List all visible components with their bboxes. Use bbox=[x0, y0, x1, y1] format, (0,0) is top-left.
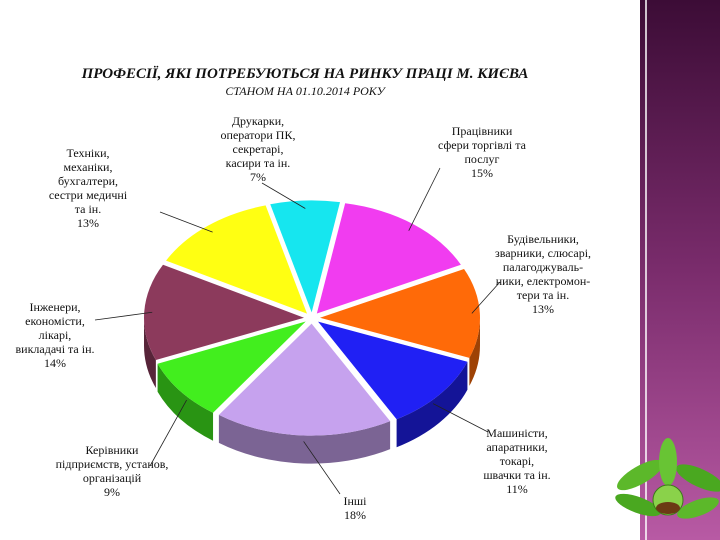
leader-line bbox=[471, 281, 501, 314]
category-label: Інші bbox=[343, 494, 367, 508]
slice bbox=[316, 203, 461, 314]
value-label: 15% bbox=[470, 166, 493, 180]
slice-side bbox=[218, 414, 391, 464]
leader-line bbox=[94, 311, 153, 321]
slice bbox=[318, 321, 468, 420]
value-label: 18% bbox=[344, 508, 366, 522]
value-label: 11% bbox=[506, 482, 528, 496]
category-label: Інженери, економісти, лікарі, викладачі … bbox=[15, 300, 95, 356]
leader-line bbox=[432, 403, 489, 433]
slice bbox=[144, 264, 305, 361]
chart-subtitle: СТАНОМ НА 01.10.2014 РОКУ bbox=[225, 84, 386, 98]
slice-label: Техніки, механіки, бухгалтери, сестри ме… bbox=[49, 146, 127, 230]
slice-label: Керівники підприємств, установ, організа… bbox=[56, 443, 169, 499]
slice-side bbox=[396, 361, 468, 448]
value-label: 13% bbox=[76, 216, 99, 230]
slice-label: Інженери, економісти, лікарі, викладачі … bbox=[15, 300, 94, 370]
slice-side bbox=[469, 317, 480, 386]
category-label: Машиністи, апаратники, токарі, швачки та… bbox=[483, 426, 551, 482]
category-label: Будівельники, зварники, слюсарі, палагод… bbox=[494, 232, 592, 302]
leader-line bbox=[149, 399, 187, 467]
slice-label: Інші 18% bbox=[344, 494, 367, 522]
slice bbox=[218, 323, 391, 436]
side-band bbox=[640, 0, 720, 540]
slice bbox=[157, 321, 306, 413]
category-label: Керівники підприємств, установ, організа… bbox=[55, 443, 169, 485]
value-label: 7% bbox=[249, 170, 266, 184]
slice bbox=[166, 205, 308, 314]
value-label: 14% bbox=[44, 356, 66, 370]
slice-label: Будівельники, зварники, слюсарі, палагод… bbox=[495, 232, 591, 316]
chestnut-leaves bbox=[615, 438, 720, 519]
slice-label: Машиністи, апаратники, токарі, швачки та… bbox=[483, 426, 550, 496]
category-label: Працівники сфери торгівлі та послуг bbox=[438, 124, 526, 166]
slice bbox=[319, 269, 480, 358]
category-label: Техніки, механіки, бухгалтери, сестри ме… bbox=[48, 146, 128, 216]
slice-label: Працівники сфери торгівлі та послуг 15% bbox=[438, 124, 526, 180]
value-label: 13% bbox=[532, 302, 554, 316]
slice bbox=[270, 200, 340, 313]
leader-line bbox=[159, 211, 213, 233]
chart-title: ПРОФЕСІЇ, ЯКІ ПОТРЕБУЮТЬСЯ НА РИНКУ ПРАЦ… bbox=[81, 66, 529, 82]
slice-label: Друкарки, оператори ПК, секретарі, касир… bbox=[221, 114, 296, 184]
leader-line bbox=[261, 182, 306, 209]
slice-side bbox=[144, 317, 156, 389]
value-label: 9% bbox=[103, 485, 120, 499]
leader-line bbox=[303, 441, 341, 495]
category-label: Друкарки, оператори ПК, секретарі, касир… bbox=[220, 114, 296, 170]
leader-line bbox=[408, 167, 441, 231]
